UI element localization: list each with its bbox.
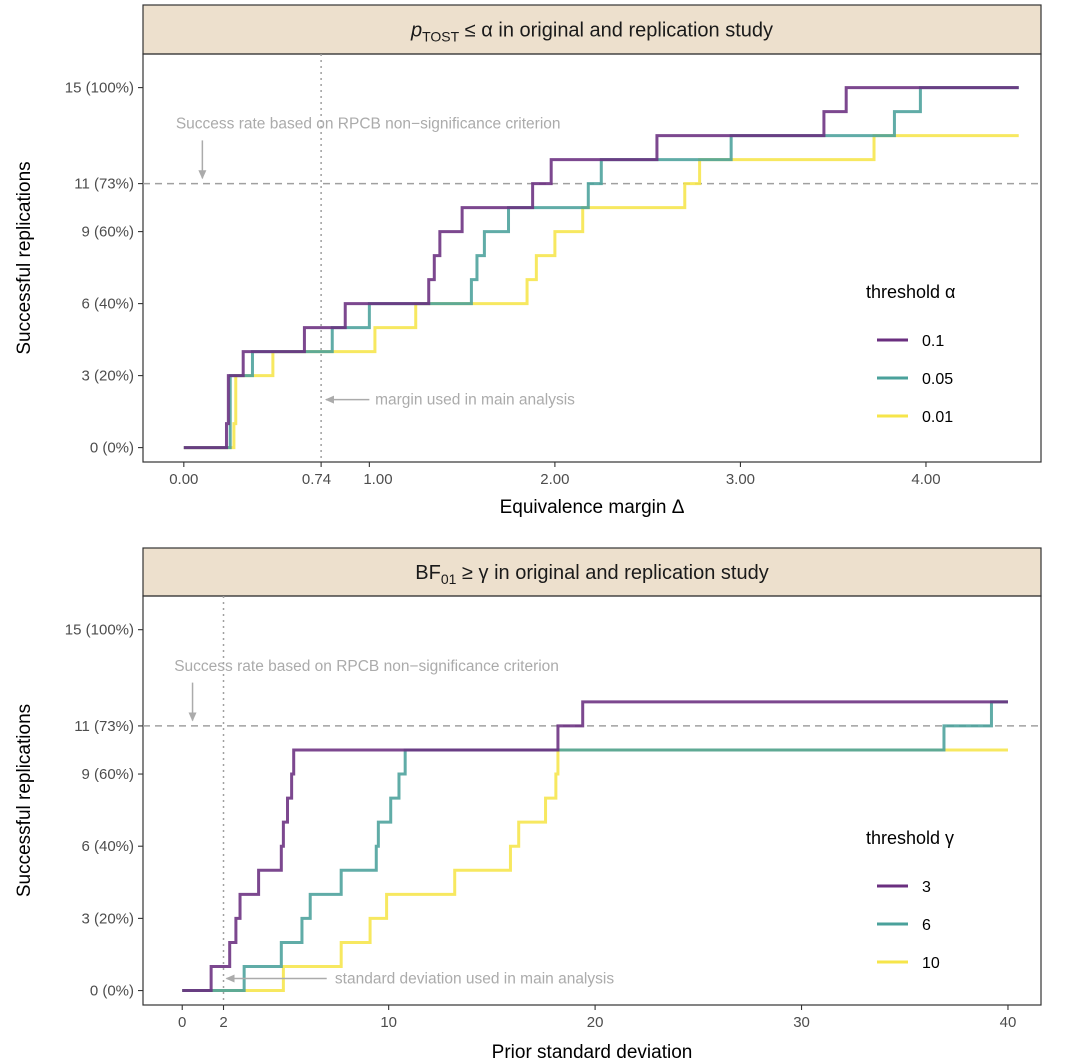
main-analysis-annotation-text: standard deviation used in main analysis: [335, 971, 614, 988]
y-tick-label: 3 (20%): [81, 910, 134, 927]
strip-title: BF01 ≥ γ in original and replication stu…: [415, 562, 768, 587]
strip-header: [142, 547, 1042, 597]
series-line-0.1: [183, 86, 1019, 450]
legend: threshold γ 3 6 10: [866, 828, 954, 972]
x-tick-label: 2: [219, 1014, 227, 1031]
series-line-0.05: [183, 86, 1019, 450]
y-tick-label: 6 (40%): [81, 838, 134, 855]
x-tick-label: 2.00: [540, 471, 569, 488]
y-axis-title: Successful replications: [14, 704, 35, 897]
y-tick-label: 3 (20%): [81, 368, 134, 385]
legend-label-6: 6: [922, 917, 931, 934]
y-tick-label: 15 (100%): [65, 80, 134, 97]
plot-frame: [142, 595, 1042, 1006]
y-tick-label: 0 (0%): [90, 440, 134, 457]
success-annotation-text: Success rate based on RPCB non−significa…: [174, 658, 559, 675]
legend-title: threshold α: [866, 282, 955, 302]
x-tick-label: 10: [380, 1014, 397, 1031]
x-tick-label: 0: [178, 1014, 186, 1031]
main-analysis-annotation-text: margin used in main analysis: [375, 392, 575, 409]
y-axis-title: Successful replications: [14, 161, 35, 354]
y-tick-label: 6 (40%): [81, 296, 134, 313]
x-tick-label: 3.00: [726, 471, 755, 488]
y-tick-label: 0 (0%): [90, 983, 134, 1000]
x-axis-title: Prior standard deviation: [492, 1042, 693, 1063]
legend-label-0.05: 0.05: [922, 371, 953, 388]
y-tick-label: 15 (100%): [65, 622, 134, 639]
x-tick-label: 4.00: [911, 471, 940, 488]
legend-title: threshold γ: [866, 828, 954, 848]
x-tick-label: 0.74: [302, 471, 331, 488]
strip-title: pTOST ≤ α in original and replication st…: [410, 20, 773, 45]
y-tick-label: 11 (73%): [74, 176, 134, 193]
x-tick-label: 40: [1000, 1014, 1017, 1031]
y-tick-label: 9 (60%): [81, 224, 134, 241]
x-tick-label: 20: [587, 1014, 604, 1031]
legend: threshold α 0.1 0.05 0.01: [866, 282, 955, 426]
x-tick-label: 0.00: [169, 471, 198, 488]
success-annotation-text: Success rate based on RPCB non−significa…: [176, 116, 561, 133]
series-line-10: [182, 748, 1008, 993]
x-tick-label: 30: [793, 1014, 810, 1031]
plot-frame: [142, 53, 1042, 463]
series-line-3: [182, 700, 1008, 993]
chart-panel-2: BF01 ≥ γ in original and replication stu…: [14, 547, 1042, 1063]
legend-label-10: 10: [922, 955, 940, 972]
x-axis-title: Equivalence margin Δ: [500, 497, 685, 518]
y-tick-label: 11 (73%): [74, 718, 134, 735]
y-tick-label: 9 (60%): [81, 766, 134, 783]
x-tick-label: 1.00: [363, 471, 392, 488]
legend-label-3: 3: [922, 879, 931, 896]
legend-label-0.01: 0.01: [922, 409, 953, 426]
chart-panel-1: pTOST ≤ α in original and replication st…: [14, 4, 1042, 518]
series-line-6: [182, 700, 1008, 993]
strip-header: [142, 4, 1042, 55]
legend-label-0.1: 0.1: [922, 333, 944, 350]
